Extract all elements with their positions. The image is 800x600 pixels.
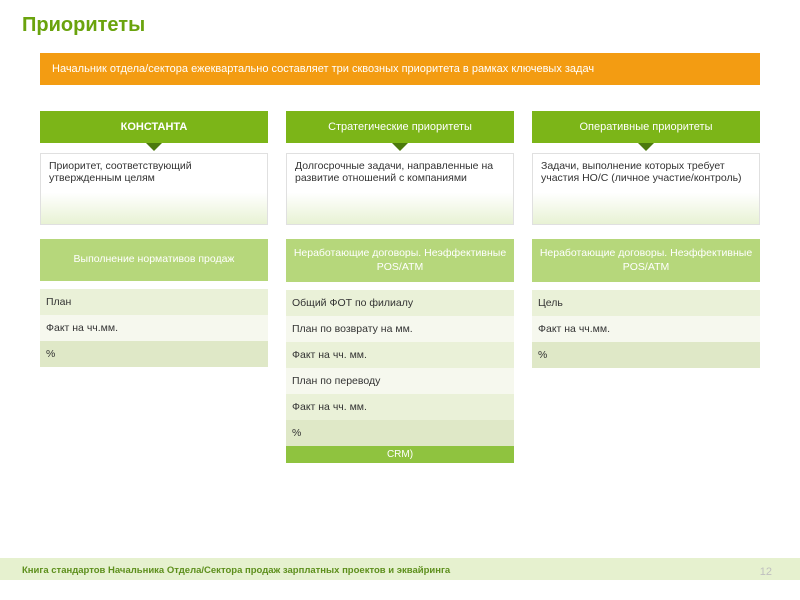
chevron-down-icon [392,143,408,151]
column-description: Задачи, выполнение которых требует участ… [532,153,760,225]
table-row: % [40,341,268,367]
row-label: % [40,341,230,367]
row-value [476,394,514,420]
column-header: Стратегические приоритеты [286,111,514,143]
row-value [476,342,514,368]
column-operational: Оперативные приоритеты Задачи, выполнени… [532,111,760,368]
row-value [230,341,268,367]
rows-container: План Факт на чч.мм. % [40,289,268,367]
column-description: Долгосрочные задачи, направленные на раз… [286,153,514,225]
table-row: План [40,289,268,315]
column-header-text: КОНСТАНТА [121,121,188,133]
row-label: Факт на чч.мм. [40,315,230,341]
row-value [722,290,760,316]
chevron-down-icon [146,143,162,151]
table-row: План по переводу [286,368,514,394]
table-row: Факт на чч.мм. [40,315,268,341]
table-row: План по возврату на мм. [286,316,514,342]
row-label: Факт на чч.мм. [532,316,722,342]
table-row: % [286,420,514,446]
column-strategic: Стратегические приоритеты Долгосрочные з… [286,111,514,463]
row-label: План по возврату на мм. [286,316,476,342]
column-constant: КОНСТАНТА Приоритет, соответствующий утв… [40,111,268,367]
column-subheader: Неработающие договоры. Неэффективные POS… [532,239,760,282]
column-header-text: Оперативные приоритеты [579,121,712,133]
row-label: Факт на чч. мм. [286,342,476,368]
page-number: 12 [760,566,772,578]
row-value [476,316,514,342]
table-row: Общий ФОТ по филиалу [286,290,514,316]
row-value [722,316,760,342]
column-description: Приоритет, соответствующий утвержденным … [40,153,268,225]
column-subheader: Выполнение нормативов продаж [40,239,268,281]
column-header: Оперативные приоритеты [532,111,760,143]
column-subheader: Неработающие договоры. Неэффективные POS… [286,239,514,282]
column-header: КОНСТАНТА [40,111,268,143]
row-label: % [286,420,476,446]
column-header-text: Стратегические приоритеты [328,121,472,133]
table-row: Цель [532,290,760,316]
table-row: Факт на чч. мм. [286,342,514,368]
rows-container: Общий ФОТ по филиалу План по возврату на… [286,290,514,446]
table-row: Факт на чч.мм. [532,316,760,342]
chevron-down-icon [638,143,654,151]
banner: Начальник отдела/сектора ежеквартально с… [40,53,760,85]
row-value [476,368,514,394]
row-value [476,290,514,316]
row-value [230,315,268,341]
row-value [722,342,760,368]
row-label: Общий ФОТ по филиалу [286,290,476,316]
table-row: % [532,342,760,368]
columns-container: КОНСТАНТА Приоритет, соответствующий утв… [0,85,800,463]
footer-text: Книга стандартов Начальника Отдела/Секто… [22,565,450,576]
row-label: Факт на чч. мм. [286,394,476,420]
row-value [230,289,268,315]
row-value [476,420,514,446]
rows-container: Цель Факт на чч.мм. % [532,290,760,368]
crm-tag: CRM) [286,446,514,463]
row-label: Цель [532,290,722,316]
row-label: План по переводу [286,368,476,394]
row-label: План [40,289,230,315]
row-label: % [532,342,722,368]
page-title: Приоритеты [0,0,800,37]
table-row: Факт на чч. мм. [286,394,514,420]
